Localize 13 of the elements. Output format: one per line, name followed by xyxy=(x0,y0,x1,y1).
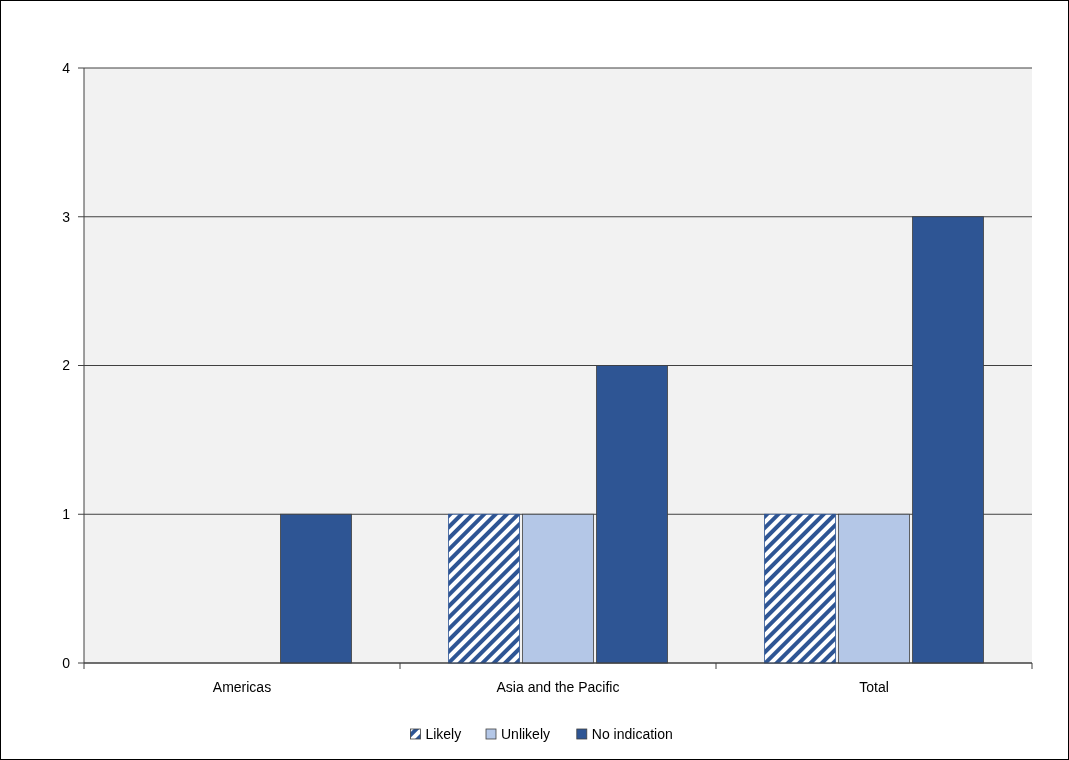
y-tick-label: 3 xyxy=(62,208,71,225)
x-tick-label: Total xyxy=(859,679,889,695)
bar xyxy=(764,513,836,664)
bar xyxy=(448,513,520,664)
y-tick-label: 4 xyxy=(62,59,71,76)
y-tick-label: 2 xyxy=(62,357,71,374)
y-tick-label: 1 xyxy=(62,506,71,523)
legend-label: Likely xyxy=(425,725,462,742)
x-tick-label: Americas xyxy=(212,679,272,695)
y-tick-label: 0 xyxy=(62,654,71,671)
legend-label: Unlikely xyxy=(501,725,551,742)
legend-label: No indication xyxy=(591,725,673,742)
x-tick-label: Asia and the Pacific xyxy=(496,679,620,695)
